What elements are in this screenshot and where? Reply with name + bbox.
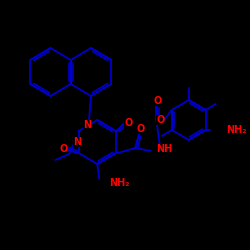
Text: NH: NH (156, 144, 172, 154)
Text: NH₂: NH₂ (226, 125, 246, 135)
Text: O: O (153, 96, 162, 106)
Text: NH₂: NH₂ (109, 178, 130, 188)
Text: O: O (59, 144, 67, 154)
Text: O: O (156, 115, 164, 125)
Text: N: N (73, 137, 81, 147)
Text: O: O (124, 118, 132, 128)
Text: N: N (83, 120, 91, 130)
Text: O: O (136, 124, 144, 134)
